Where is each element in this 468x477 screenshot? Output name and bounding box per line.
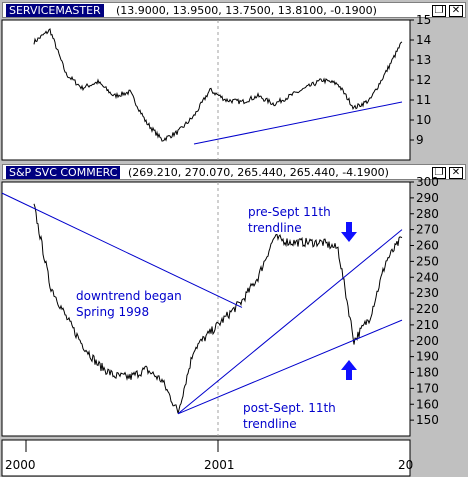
close-icon[interactable]: ✕ — [449, 5, 463, 17]
trendline — [177, 319, 403, 415]
symbol-label: SERVICEMASTER — [6, 4, 104, 17]
quote-values: (13.9000, 13.9500, 13.7500, 13.8100, -0.… — [116, 4, 377, 17]
up-arrow-icon — [341, 360, 357, 380]
y-tick-label: 15 — [416, 13, 431, 27]
symbol-label: S&P SVC COMMERC — [6, 166, 121, 179]
restore-icon[interactable]: ❐ — [432, 5, 446, 17]
annotation-pre-sept: trendline — [248, 221, 302, 235]
arrow-shaft — [346, 222, 352, 232]
y-tick-label: 200 — [416, 334, 439, 348]
y-tick-label: 150 — [416, 413, 439, 427]
y-tick-label: 270 — [416, 223, 439, 237]
y-tick-label: 12 — [416, 73, 431, 87]
panel-titlebar[interactable]: SERVICEMASTER (13.9000, 13.9500, 13.7500… — [2, 2, 466, 18]
down-arrow-icon — [341, 222, 357, 242]
y-tick-label: 280 — [416, 207, 439, 221]
y-tick-label: 170 — [416, 381, 439, 395]
x-axis-area — [1, 439, 411, 477]
y-tick-label: 180 — [416, 366, 439, 380]
panel-titlebar[interactable]: S&P SVC COMMERC (269.210, 270.070, 265.4… — [2, 164, 466, 180]
x-axis: 2000 2001 20 — [0, 438, 468, 477]
arrow-head — [341, 232, 357, 242]
restore-icon[interactable]: ❐ — [432, 167, 446, 179]
y-tick-label: 300 — [416, 175, 439, 189]
trendline — [1, 192, 243, 308]
annotation-downtrend: downtrend began — [76, 289, 182, 303]
y-tick-label: 160 — [416, 397, 439, 411]
y-tick-label: 240 — [416, 270, 439, 284]
close-icon[interactable]: ✕ — [449, 167, 463, 179]
annotation-pre-sept: pre-Sept 11th — [248, 205, 331, 219]
y-tick-label: 230 — [416, 286, 439, 300]
y-tick-label: 9 — [416, 133, 424, 147]
price-series-line — [33, 28, 403, 142]
y-tick-label: 290 — [416, 191, 439, 205]
scroll-corner — [412, 454, 468, 477]
y-tick-label: 220 — [416, 302, 439, 316]
trendline — [177, 229, 403, 415]
annotation-downtrend: Spring 1998 — [76, 305, 149, 319]
quote-values: (269.210, 270.070, 265.440, 265.440, -4.… — [128, 166, 389, 179]
y-tick-label: 190 — [416, 350, 439, 364]
arrow-shaft — [346, 370, 352, 380]
x-tick-label: 2000 — [5, 458, 36, 472]
annotation-post-sept: trendline — [243, 417, 297, 431]
y-tick-label: 250 — [416, 254, 439, 268]
y-tick-label: 10 — [416, 113, 431, 127]
plot-area — [1, 19, 411, 161]
trendline — [193, 101, 403, 145]
arrow-head — [341, 360, 357, 370]
annotation-post-sept: post-Sept. 11th — [243, 401, 336, 415]
plot-area — [1, 181, 411, 437]
y-tick-label: 210 — [416, 318, 439, 332]
price-series-line — [33, 203, 403, 414]
y-tick-label: 13 — [416, 53, 431, 67]
y-tick-label: 260 — [416, 239, 439, 253]
x-tick-label: 2001 — [204, 458, 235, 472]
y-tick-label: 14 — [416, 33, 431, 47]
y-tick-label: 11 — [416, 93, 431, 107]
x-tick-label: 20 — [398, 458, 414, 472]
